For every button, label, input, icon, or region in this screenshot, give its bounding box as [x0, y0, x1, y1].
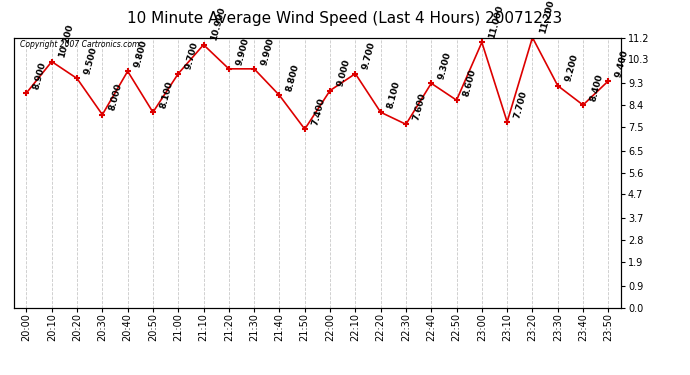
Text: 11.000: 11.000	[487, 4, 505, 39]
Text: 8.600: 8.600	[462, 68, 478, 98]
Text: 9.400: 9.400	[614, 48, 630, 78]
Text: 8.400: 8.400	[589, 73, 604, 102]
Text: 9.300: 9.300	[437, 51, 453, 81]
Text: 9.800: 9.800	[133, 39, 149, 69]
Text: 9.700: 9.700	[184, 41, 200, 71]
Text: 7.700: 7.700	[513, 89, 529, 119]
Text: Copyright 2007 Cartronics.com: Copyright 2007 Cartronics.com	[20, 40, 139, 49]
Text: 10.200: 10.200	[57, 23, 75, 59]
Text: 7.600: 7.600	[411, 92, 428, 122]
Text: 9.700: 9.700	[361, 41, 377, 71]
Text: 10 Minute Average Wind Speed (Last 4 Hours) 20071223: 10 Minute Average Wind Speed (Last 4 Hou…	[128, 11, 562, 26]
Text: 7.400: 7.400	[310, 97, 326, 126]
Text: 8.800: 8.800	[285, 63, 301, 93]
Text: 8.100: 8.100	[159, 80, 175, 110]
Text: 8.100: 8.100	[386, 80, 402, 110]
Text: 9.200: 9.200	[563, 53, 580, 83]
Text: 8.900: 8.900	[32, 60, 48, 90]
Text: 9.000: 9.000	[335, 58, 352, 88]
Text: 9.500: 9.500	[83, 46, 99, 76]
Text: 8.000: 8.000	[108, 82, 124, 112]
Text: 10.900: 10.900	[209, 6, 227, 42]
Text: 11.200: 11.200	[538, 0, 555, 35]
Text: 9.900: 9.900	[259, 36, 276, 66]
Text: 9.900: 9.900	[235, 36, 250, 66]
